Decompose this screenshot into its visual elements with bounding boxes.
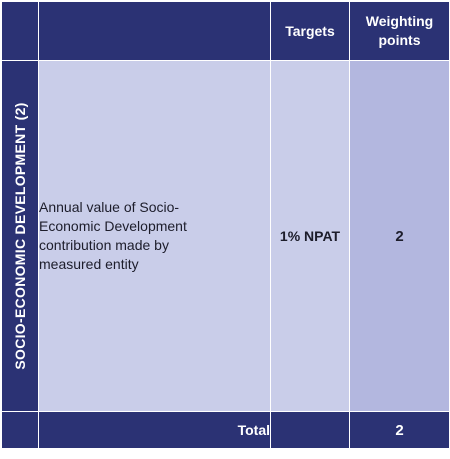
weighting-points-header: Weighting points bbox=[349, 1, 450, 61]
target-value: 1% NPAT bbox=[270, 60, 350, 412]
criteria-row: SOCIO-ECONOMIC DEVELOPMENT (2) Annual va… bbox=[1, 60, 450, 412]
criteria-description: Annual value of Socio-Economic Developme… bbox=[39, 199, 187, 272]
criteria-description-cell: Annual value of Socio-Economic Developme… bbox=[38, 60, 271, 412]
weighting-points-label: Weighting points bbox=[365, 13, 434, 48]
total-label: Total bbox=[38, 411, 271, 449]
targets-header: Targets bbox=[270, 1, 350, 61]
total-corner-cell bbox=[1, 411, 39, 449]
total-row: Total 2 bbox=[1, 411, 450, 449]
header-row: Targets Weighting points bbox=[1, 1, 450, 61]
total-points-value: 2 bbox=[349, 411, 450, 449]
scorecard-table: Targets Weighting points SOCIO-ECONOMIC … bbox=[1, 1, 450, 449]
header-corner-cell bbox=[1, 1, 39, 61]
section-label: SOCIO-ECONOMIC DEVELOPMENT (2) bbox=[12, 102, 28, 370]
header-description-cell bbox=[38, 1, 271, 61]
total-target-cell bbox=[270, 411, 350, 449]
section-label-cell: SOCIO-ECONOMIC DEVELOPMENT (2) bbox=[1, 60, 39, 412]
weighting-points-value: 2 bbox=[349, 60, 450, 412]
